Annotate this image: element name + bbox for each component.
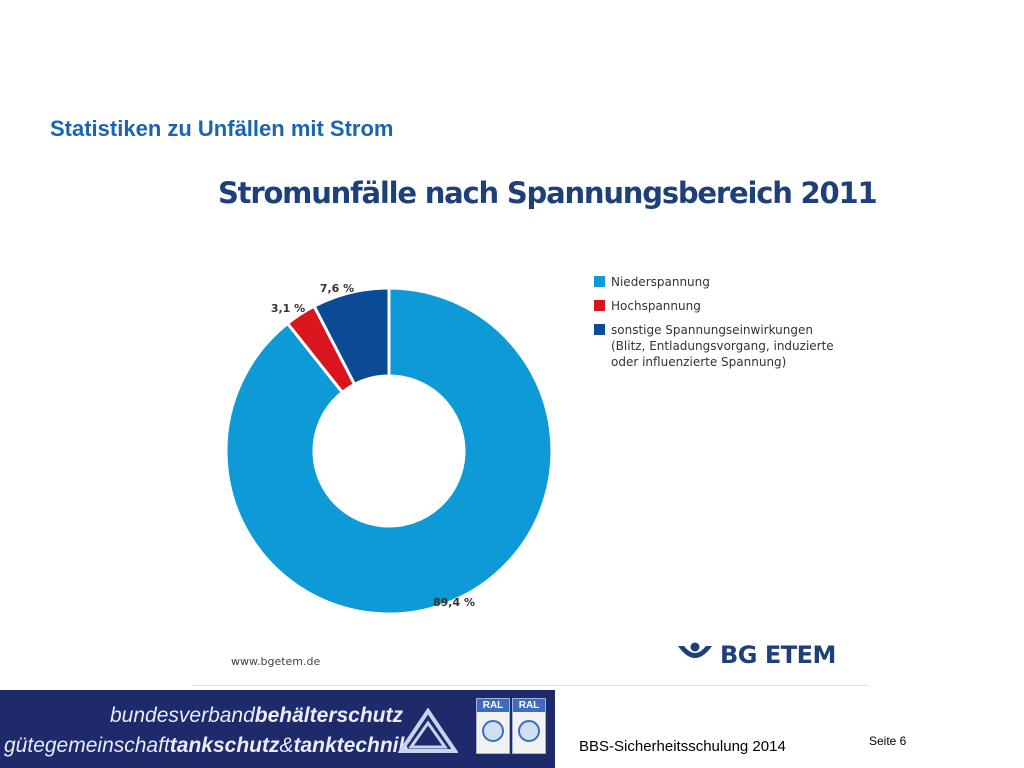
legend-item-hochspannung: Hochspannung bbox=[594, 298, 851, 314]
banner-line-1: bundesverbandbehälterschutz bbox=[110, 704, 403, 728]
donut-chart: 89,4 % 3,1 % 7,6 % bbox=[224, 282, 554, 616]
legend-item-sonstige: sonstige Spannungseinwirkungen (Blitz, E… bbox=[594, 322, 851, 370]
ral-badge: RAL bbox=[476, 698, 510, 754]
bg-etem-logo-text: BG ETEM bbox=[720, 641, 836, 669]
donut-slice-2 bbox=[312, 286, 391, 387]
legend-swatch bbox=[594, 276, 605, 287]
ral-seal-icon bbox=[482, 720, 504, 742]
banner-text-bold: behälterschutz bbox=[254, 704, 403, 727]
legend-label: Hochspannung bbox=[611, 299, 701, 313]
slide-title: Statistiken zu Unfällen mit Strom bbox=[50, 116, 394, 141]
chart-legend: Niederspannung Hochspannung sonstige Spa… bbox=[594, 274, 851, 378]
legend-label: Niederspannung bbox=[611, 275, 710, 289]
triangle-emblem-icon bbox=[398, 708, 458, 753]
presentation-name: BBS-Sicherheitsschulung 2014 bbox=[579, 738, 786, 755]
banner-text: bundesverband bbox=[110, 704, 255, 727]
legend-item-niederspannung: Niederspannung bbox=[594, 274, 851, 290]
legend-swatch bbox=[594, 324, 605, 335]
slice-label-0: 89,4 % bbox=[433, 596, 475, 609]
donut-slice-0 bbox=[224, 286, 554, 616]
banner-line-2: gütegemeinschafttankschutz&tanktechnik bbox=[4, 734, 410, 758]
bg-etem-emblem-icon bbox=[678, 642, 712, 658]
ral-badge-text: RAL bbox=[513, 699, 545, 712]
legend-swatch bbox=[594, 300, 605, 311]
slice-label-2: 7,6 % bbox=[320, 282, 354, 295]
slice-label-1: 3,1 % bbox=[271, 302, 305, 315]
banner-text-bold: tankschutz bbox=[169, 734, 280, 757]
footer-banner: bundesverbandbehälterschutz gütegemeinsc… bbox=[0, 690, 555, 768]
ral-seal-icon bbox=[518, 720, 540, 742]
ral-badge: RAL bbox=[512, 698, 546, 754]
banner-text: gütegemeinschaft bbox=[4, 734, 170, 757]
chart-title: Stromunfälle nach Spannungsbereich 2011 bbox=[218, 176, 878, 210]
ral-badge-text: RAL bbox=[477, 699, 509, 712]
banner-text-bold: tanktechnik bbox=[293, 734, 411, 757]
source-link[interactable]: www.bgetem.de bbox=[231, 655, 321, 668]
bg-etem-logo: BG ETEM bbox=[676, 641, 836, 669]
legend-label: sonstige Spannungseinwirkungen (Blitz, E… bbox=[611, 323, 834, 369]
banner-ampersand: & bbox=[279, 734, 294, 757]
page-number: Seite 6 bbox=[869, 734, 907, 748]
